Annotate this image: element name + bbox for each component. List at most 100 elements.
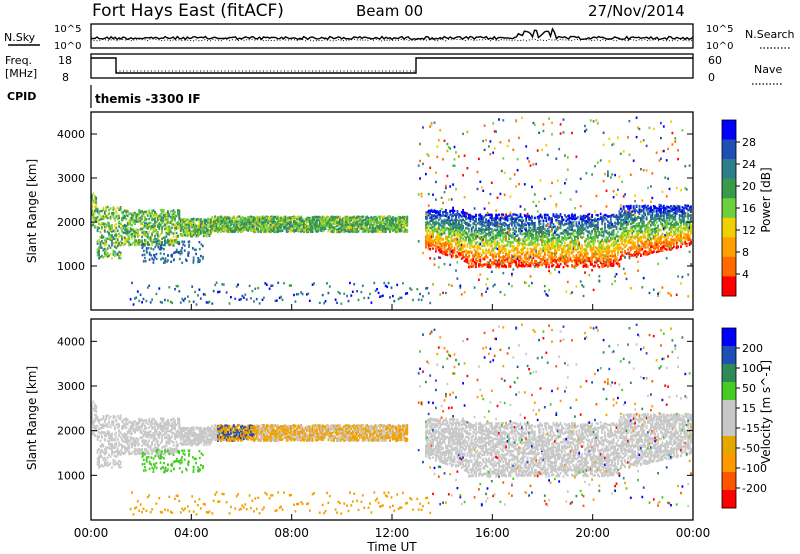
power-echo-625 xyxy=(152,240,155,243)
power-echo-770 xyxy=(167,215,169,219)
power-echo-283 xyxy=(119,209,122,212)
power-echo-667 xyxy=(156,243,159,246)
power-echo-1092 xyxy=(198,223,201,227)
power-echo-924 xyxy=(181,223,184,227)
power-echo-1069 xyxy=(195,218,198,222)
power-echo-1072 xyxy=(195,234,198,237)
power-echo-619 xyxy=(152,218,155,221)
power-echo-552 xyxy=(145,242,148,245)
power-echo-983 xyxy=(187,234,189,237)
power-echo-1027 xyxy=(191,220,194,223)
power-echo-450 xyxy=(135,215,138,218)
power-echo-213 xyxy=(112,208,115,211)
power-echo-317 xyxy=(122,231,125,234)
power-echo-45 xyxy=(95,207,98,211)
power-echo-759 xyxy=(165,226,168,229)
power-echo-2780 xyxy=(361,215,364,218)
power-echo-918 xyxy=(181,234,184,238)
power-echo-231 xyxy=(113,228,116,232)
power-echo-288 xyxy=(119,206,122,209)
power-echo-267 xyxy=(118,216,120,220)
power-echo-917 xyxy=(181,218,184,222)
power-echo-4674 xyxy=(505,236,507,240)
power-echo-318 xyxy=(122,210,125,214)
power-echo-654 xyxy=(155,243,158,247)
power-echo-3613 xyxy=(443,231,446,235)
power-echo-3259 xyxy=(420,194,423,197)
power-echo-3967 xyxy=(463,291,466,294)
power-echo-478 xyxy=(138,217,141,220)
power-echo-4015 xyxy=(468,262,470,265)
freq-label-line1: Freq. xyxy=(5,54,32,67)
power-echo-343 xyxy=(125,209,128,212)
power-echo-2680 xyxy=(351,290,354,293)
power-echo-745 xyxy=(164,218,166,221)
power-echo-3465 xyxy=(435,171,437,174)
power-echo-604 xyxy=(151,211,153,214)
power-echo-2724 xyxy=(356,290,358,293)
power-echo-3261 xyxy=(422,162,424,166)
power-echo-3491 xyxy=(436,145,439,148)
power-echo-3247 xyxy=(416,288,419,291)
power-echo-387 xyxy=(129,227,132,231)
power-echo-3251 xyxy=(417,193,420,196)
power-echo-207 xyxy=(111,212,113,215)
power-echo-494 xyxy=(139,219,142,222)
power-echo-447 xyxy=(135,243,138,247)
power-echo-1384 xyxy=(225,291,228,294)
power-echo-4666 xyxy=(505,248,507,251)
power-echo-3263 xyxy=(422,251,424,255)
power-echo-2871 xyxy=(370,301,373,304)
power-echo-644 xyxy=(154,240,156,244)
power-echo-1037 xyxy=(192,217,195,220)
power-echo-89 xyxy=(99,215,102,218)
power-echo-511 xyxy=(141,222,143,225)
power-echo-3717 xyxy=(449,185,452,188)
power-echo-569 xyxy=(146,243,149,246)
power-echo-234 xyxy=(113,250,116,254)
power-echo-183 xyxy=(109,235,112,239)
power-echo-245 xyxy=(115,236,118,239)
power-echo-622 xyxy=(152,214,155,217)
power-echo-121 xyxy=(102,248,105,251)
power-echo-3183 xyxy=(400,229,403,232)
power-echo-4397 xyxy=(489,153,492,156)
power-echo-642 xyxy=(154,212,156,216)
power-echo-665 xyxy=(156,231,159,234)
power-echo-386 xyxy=(129,220,132,223)
power-echo-1089 xyxy=(198,233,201,236)
power-echo-2240 xyxy=(308,299,311,302)
power-echo-476 xyxy=(138,243,141,246)
power-echo-4381 xyxy=(489,233,492,237)
power-echo-21 xyxy=(92,199,95,202)
nsky-series xyxy=(90,27,694,41)
power-echo-3659 xyxy=(446,253,449,257)
power-echo-377 xyxy=(128,220,131,224)
power-echo-56 xyxy=(96,248,99,251)
power-echo-527 xyxy=(142,297,145,301)
power-echo-1650 xyxy=(251,289,254,293)
power-echo-2312 xyxy=(316,221,318,224)
power-echo-189 xyxy=(109,246,112,249)
power-echo-4669 xyxy=(505,265,507,269)
power-echo-4833 xyxy=(515,230,518,233)
power-echo-120 xyxy=(102,242,105,245)
power-echo-961 xyxy=(185,224,188,227)
power-echo-1041 xyxy=(192,220,195,224)
power-echo-354 xyxy=(126,221,129,225)
power-echo-198 xyxy=(111,230,113,233)
power-echo-818 xyxy=(171,231,174,235)
power-echo-661 xyxy=(156,219,159,222)
power-echo-160 xyxy=(106,252,109,255)
power-echo-1162 xyxy=(204,293,206,296)
power-echo-3966 xyxy=(463,196,466,199)
power-echo-63 xyxy=(96,240,99,243)
freq-left-tick-top: 18 xyxy=(58,54,72,67)
power-echo-640 xyxy=(154,217,156,220)
power-echo-126 xyxy=(103,251,106,254)
power-echo-864 xyxy=(175,227,178,230)
power-echo-104 xyxy=(101,226,103,229)
power-echo-910 xyxy=(179,301,182,304)
power-echo-256 xyxy=(116,244,119,248)
power-echo-626 xyxy=(152,238,155,241)
